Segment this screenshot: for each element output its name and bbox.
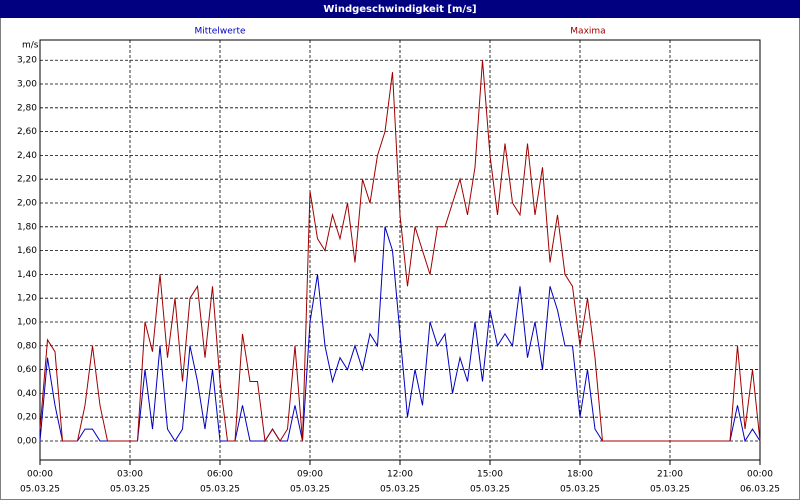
y-tick-label: 1,20 (17, 294, 37, 304)
y-tick-label: 1,60 (17, 246, 37, 256)
x-tick-label: 00:00 (27, 470, 53, 480)
x-tick-label: 09:00 (297, 470, 323, 480)
y-tick-label: 2,00 (17, 199, 37, 209)
y-tick-label: 1,40 (17, 270, 37, 280)
y-tick-label: 2,60 (17, 127, 37, 137)
x-tick-label: 21:00 (657, 470, 683, 480)
title-bar (0, 0, 800, 18)
y-tick-label: 1,00 (17, 317, 37, 327)
x-tick-label: 12:00 (387, 470, 413, 480)
chart-title: Windgeschwindigkeit [m/s] (323, 4, 476, 15)
x-tick-date: 05.03.25 (380, 485, 420, 495)
y-tick-label: 0,20 (17, 413, 37, 423)
x-tick-date: 05.03.25 (200, 485, 240, 495)
series-line (39, 60, 761, 443)
x-tick-label: 15:00 (477, 470, 503, 480)
x-tick-date: 05.03.25 (290, 485, 330, 495)
y-unit: m/s (22, 41, 39, 51)
x-tick-date: 05.03.25 (110, 485, 150, 495)
y-tick-label: 3,00 (17, 80, 37, 90)
x-tick-label: 06:00 (207, 470, 233, 480)
y-tick-label: 1,80 (17, 222, 37, 232)
x-tick-date: 06.03.25 (740, 485, 780, 495)
x-tick-date: 05.03.25 (650, 485, 690, 495)
y-tick-label: 0,40 (17, 389, 37, 399)
plot-frame (39, 39, 761, 461)
x-tick-date: 05.03.25 (560, 485, 600, 495)
legend-label: Mittelwerte (194, 27, 245, 37)
y-tick-label: 3,20 (17, 56, 37, 66)
x-tick-date: 05.03.25 (20, 485, 60, 495)
y-tick-label: 2,20 (17, 175, 37, 185)
y-tick-label: 0,80 (17, 341, 37, 351)
x-tick-date: 05.03.25 (470, 485, 510, 495)
x-tick-label: 18:00 (567, 470, 593, 480)
y-tick-label: 0,60 (17, 365, 37, 375)
y-tick-label: 0,00 (17, 436, 37, 446)
y-tick-label: 2,40 (17, 151, 37, 161)
legend-label: Maxima (570, 27, 605, 37)
x-tick-label: 00:00 (747, 470, 773, 480)
y-tick-label: 2,80 (17, 103, 37, 113)
x-tick-label: 03:00 (117, 470, 143, 480)
